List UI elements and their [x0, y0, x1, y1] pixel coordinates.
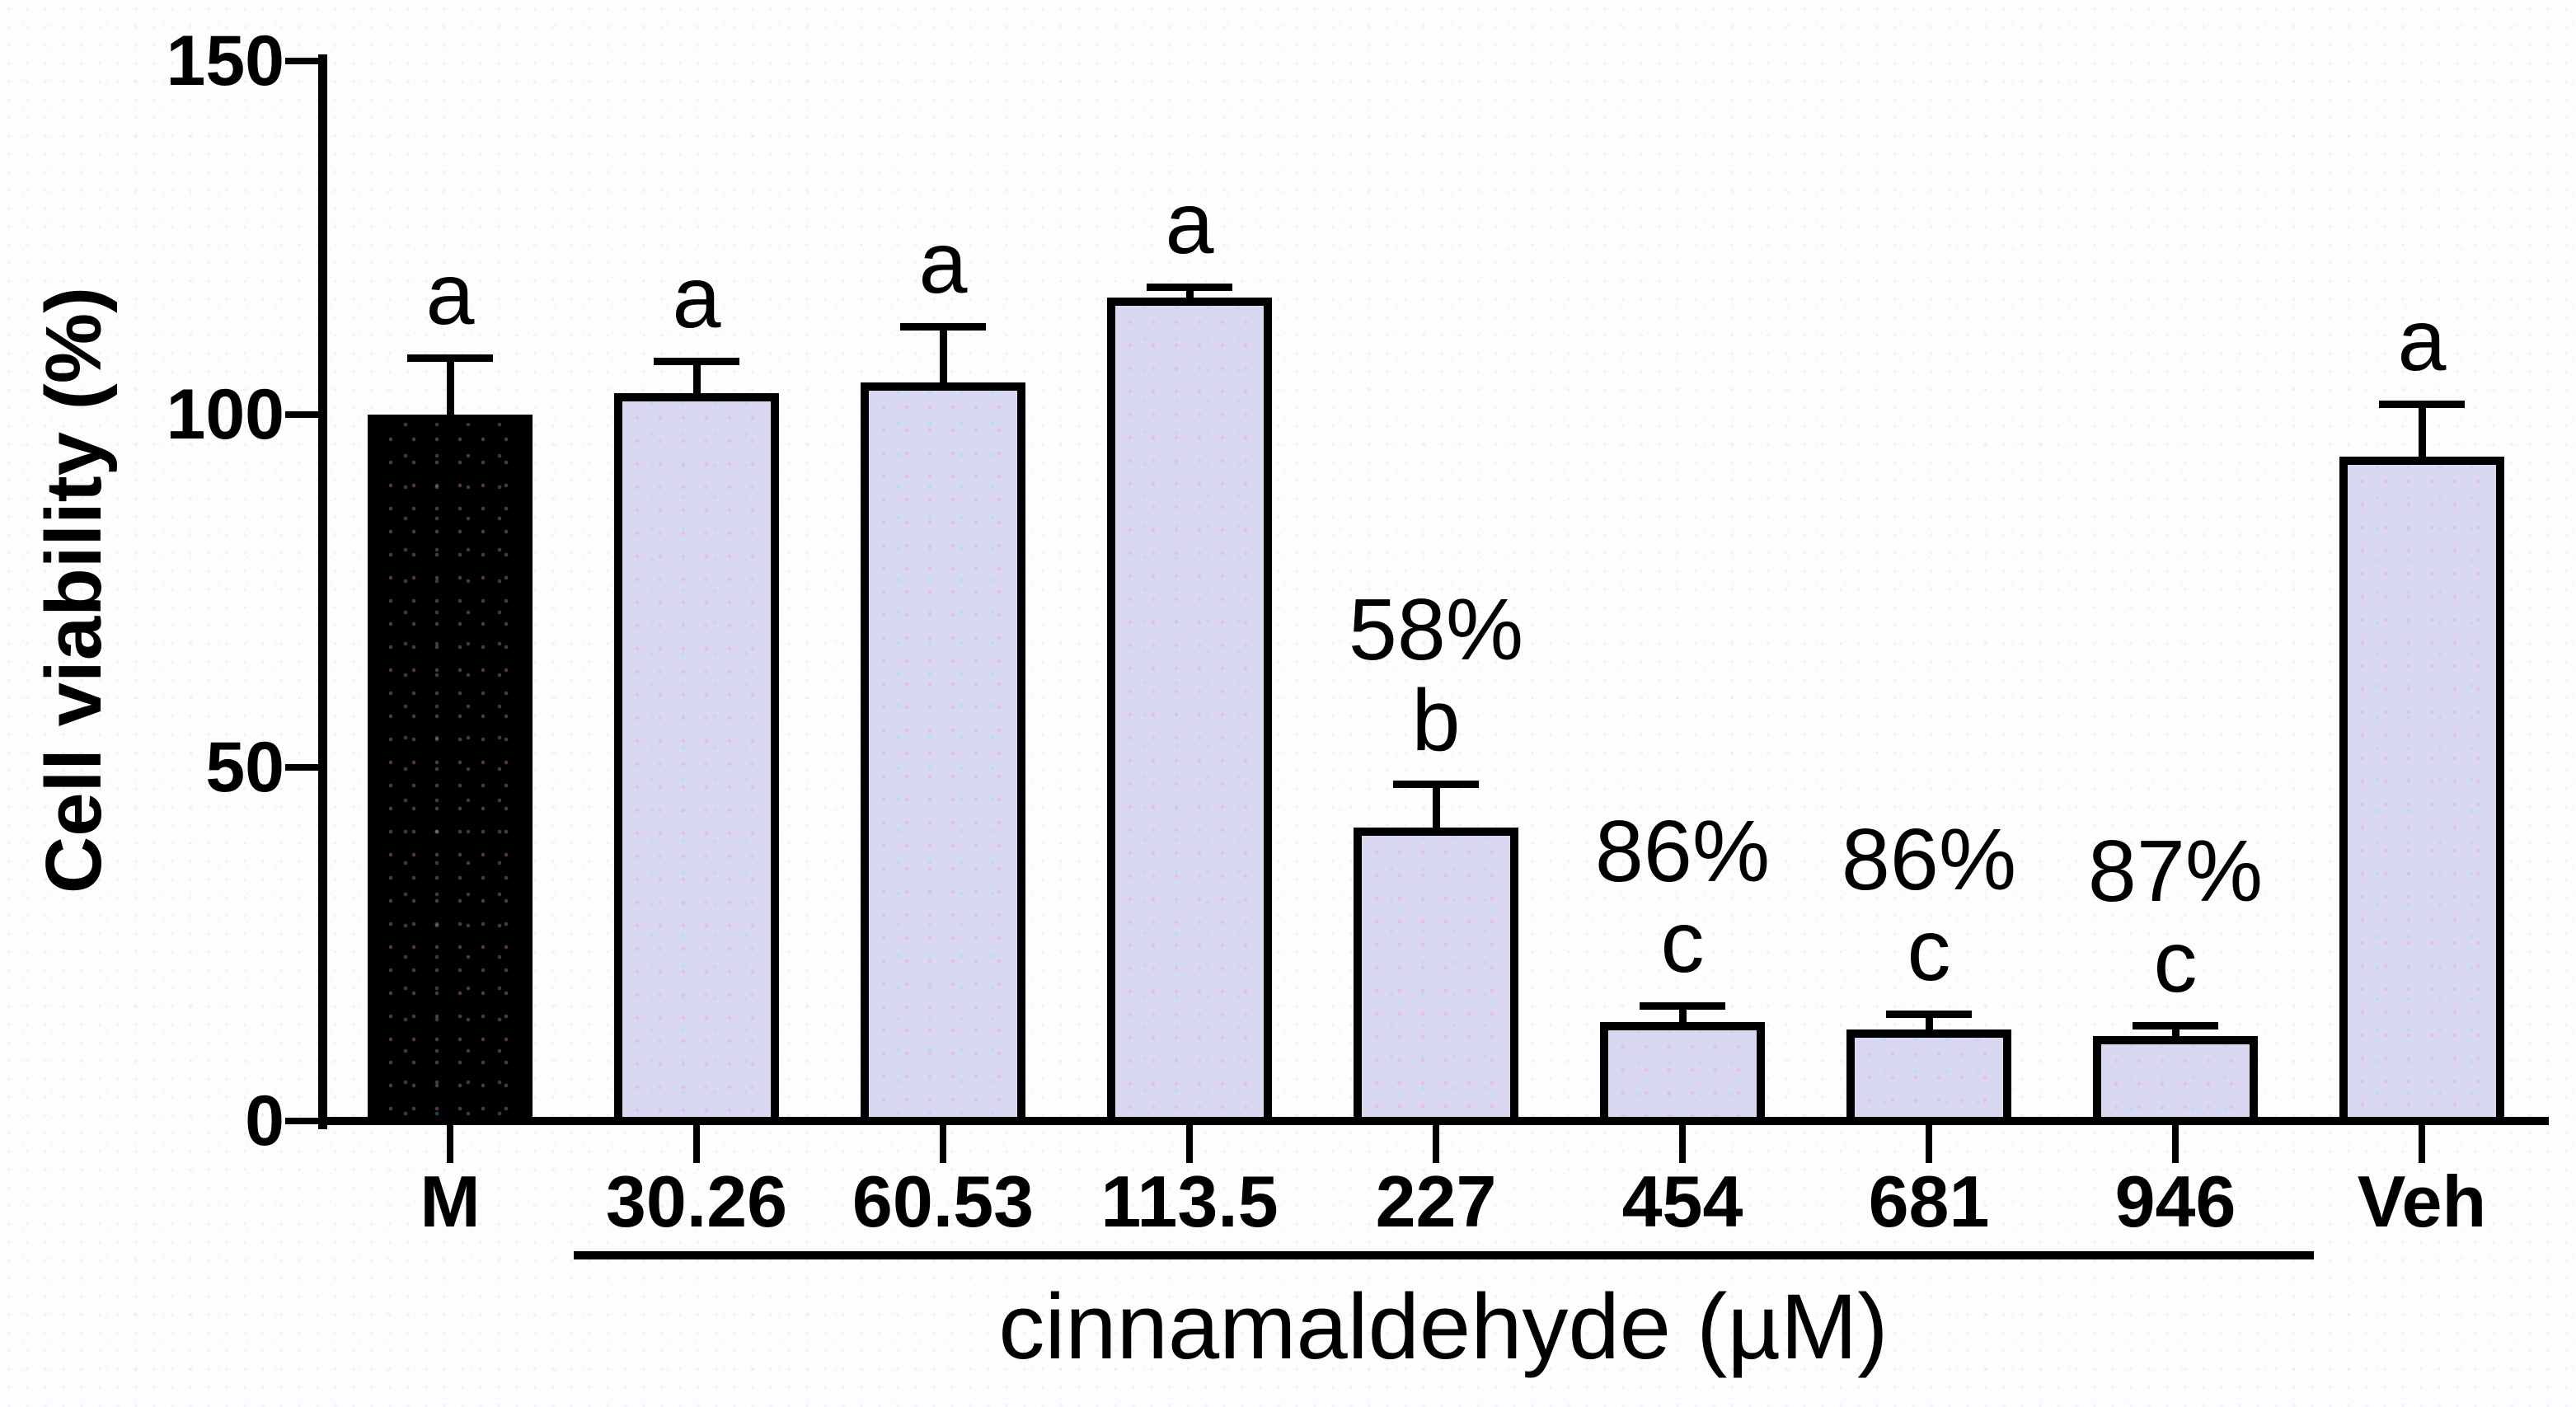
x-tick-label-454: 454 — [1621, 1161, 1743, 1242]
error-bar-cap-M — [407, 354, 493, 363]
percent-label-454: 86% — [1594, 803, 1771, 901]
sig-letter-946: c — [2153, 913, 2198, 1011]
error-bar-cap-113.5 — [1147, 284, 1232, 292]
sig-letter-60.53: a — [918, 213, 968, 312]
percent-label-946: 87% — [2087, 823, 2264, 921]
error-bar-cap-227 — [1393, 781, 1479, 789]
y-tick-150 — [285, 58, 318, 64]
error-bar-stem-454 — [1678, 1006, 1687, 1022]
x-tick-label-227: 227 — [1375, 1161, 1497, 1242]
error-bar-stem-Veh — [2418, 403, 2426, 457]
sig-letter-113.5: a — [1165, 175, 1214, 273]
error-bar-stem-60.53 — [939, 326, 947, 383]
x-tick-30.26 — [693, 1125, 700, 1163]
bar-60.53 — [861, 382, 1025, 1125]
error-bar-stem-946 — [2171, 1025, 2180, 1037]
x-tick-60.53 — [940, 1125, 946, 1163]
percent-label-227: 58% — [1348, 581, 1524, 679]
x-tick-113.5 — [1186, 1125, 1193, 1163]
y-tick-label-50: 50 — [205, 728, 284, 808]
sig-letter-30.26: a — [672, 249, 721, 347]
x-tick-946 — [2172, 1125, 2179, 1163]
error-bar-cap-Veh — [2379, 400, 2465, 408]
y-tick-50 — [285, 764, 318, 772]
y-tick-0 — [285, 1118, 318, 1124]
x-tick-label-M: M — [420, 1161, 481, 1242]
error-bar-stem-227 — [1432, 784, 1440, 828]
bar-454 — [1600, 1021, 1765, 1125]
x-tick-Veh — [2419, 1125, 2425, 1163]
bar-30.26 — [614, 392, 779, 1125]
bar-681 — [1846, 1029, 2011, 1125]
sig-letter-681: c — [1907, 901, 1951, 999]
x-tick-681 — [1926, 1125, 1932, 1163]
error-bar-cap-454 — [1640, 1002, 1725, 1011]
error-bar-cap-30.26 — [654, 358, 739, 366]
dose-group-underline — [573, 1251, 2314, 1259]
x-tick-label-Veh: Veh — [2357, 1161, 2487, 1242]
error-bar-stem-681 — [1925, 1013, 1933, 1029]
x-tick-M — [447, 1125, 453, 1163]
bar-946 — [2093, 1036, 2258, 1125]
error-bar-cap-60.53 — [900, 322, 986, 331]
bar-113.5 — [1107, 298, 1272, 1125]
sig-letter-227: b — [1411, 672, 1461, 770]
x-tick-label-60.53: 60.53 — [852, 1161, 1035, 1242]
y-axis-line — [318, 54, 327, 1129]
x-axis-title: cinnamaldehyde (µM) — [998, 1275, 1889, 1378]
y-axis-title: Cell viability (%) — [30, 286, 118, 894]
bar-Veh — [2339, 457, 2504, 1125]
x-tick-227 — [1433, 1125, 1439, 1163]
y-tick-label-100: 100 — [166, 374, 285, 454]
error-bar-stem-30.26 — [692, 361, 701, 393]
x-tick-label-113.5: 113.5 — [1100, 1161, 1279, 1242]
error-bar-cap-681 — [1886, 1010, 1972, 1018]
sig-letter-M: a — [425, 246, 475, 344]
y-tick-label-0: 0 — [245, 1081, 284, 1161]
x-tick-label-30.26: 30.26 — [605, 1161, 788, 1242]
bar-227 — [1354, 828, 1518, 1125]
x-tick-label-681: 681 — [1868, 1161, 1990, 1242]
error-bar-stem-113.5 — [1185, 287, 1194, 298]
sig-letter-454: c — [1660, 893, 1705, 992]
y-tick-label-150: 150 — [166, 21, 285, 101]
sig-letter-Veh: a — [2397, 291, 2447, 389]
bar-M — [368, 414, 533, 1125]
error-bar-stem-M — [446, 358, 454, 415]
x-tick-label-946: 946 — [2114, 1161, 2236, 1242]
percent-label-681: 86% — [1841, 810, 2017, 908]
error-bar-cap-946 — [2133, 1022, 2218, 1030]
x-tick-454 — [1679, 1125, 1686, 1163]
y-tick-100 — [285, 410, 318, 418]
